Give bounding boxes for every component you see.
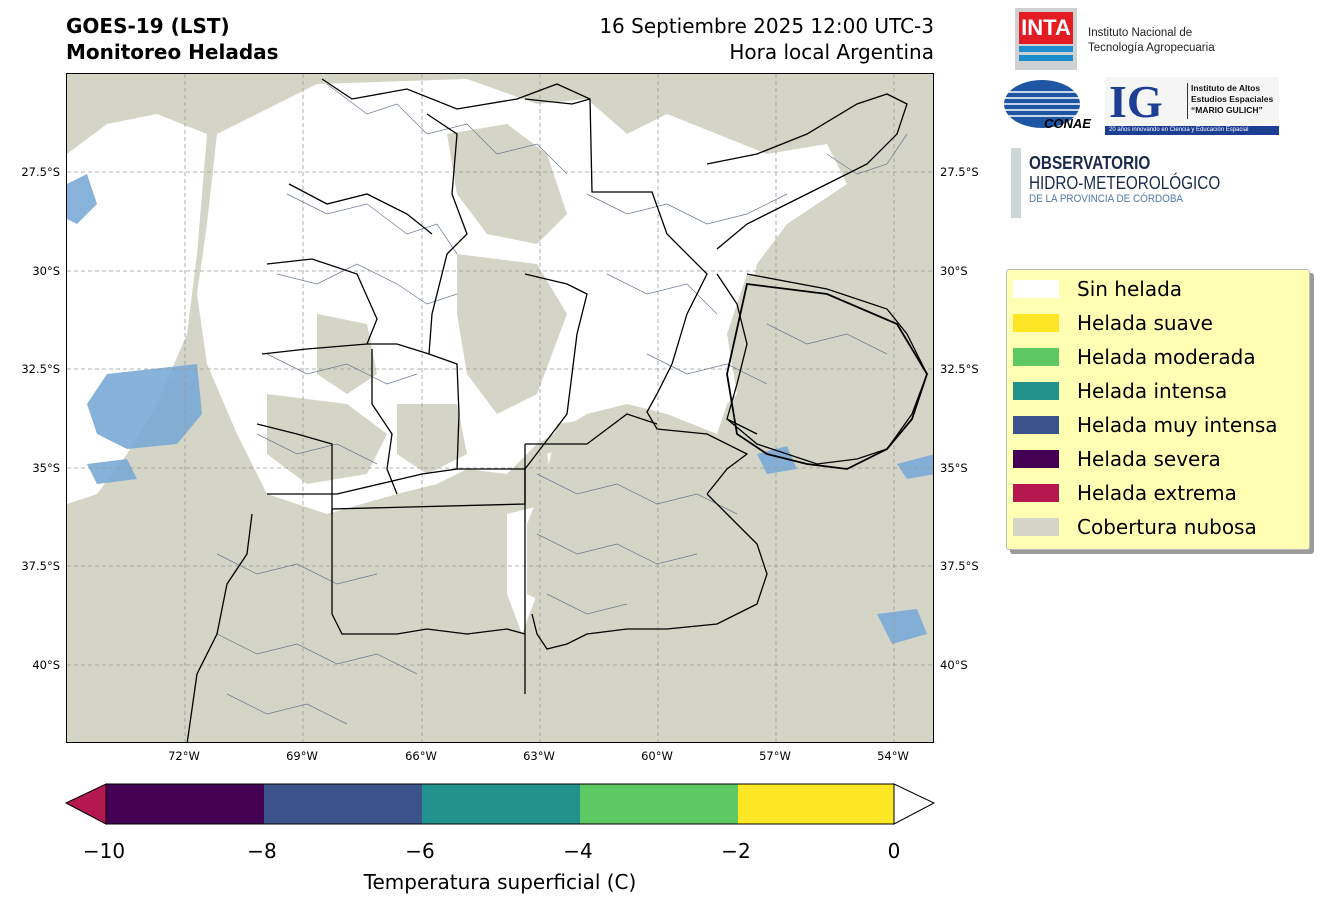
colorbar-tick-6: 0 [887, 839, 901, 863]
legend-swatch [1013, 518, 1059, 536]
obs-line2: HIDRO-METEOROLÓGICO [1029, 173, 1221, 193]
legend-swatch [1013, 382, 1059, 400]
date-line: 16 Septiembre 2025 12:00 UTC-3 [599, 14, 934, 38]
legend-item-extrema: Helada extrema [1013, 478, 1237, 508]
colorbar-tick-3: −6 [405, 839, 435, 863]
legend-swatch [1013, 484, 1059, 502]
time-note: Hora local Argentina [729, 40, 934, 64]
inta-name-line1: Instituto Nacional de [1088, 27, 1193, 39]
cloud-patches [267, 124, 933, 614]
lon-label-5: 60°W [641, 749, 673, 763]
legend-swatch [1013, 314, 1059, 332]
colorbar-seg-suave [738, 784, 894, 824]
lon-label-2: 69°W [286, 749, 318, 763]
legend-label: Sin helada [1077, 277, 1183, 301]
department-boundaries [216, 83, 908, 725]
lat-label-left-3: 32.5°S [21, 362, 60, 376]
conae-globe-icon [1004, 80, 1080, 128]
legend-label: Cobertura nubosa [1077, 515, 1257, 539]
inta-name-line2: Tecnología Agropecuaria [1088, 42, 1215, 54]
conae-text: CONAE [1044, 116, 1091, 131]
colorbar [64, 783, 936, 825]
legend-label: Helada extrema [1077, 481, 1237, 505]
lat-label-right-3: 32.5°S [940, 362, 979, 376]
lat-label-right-1: 27.5°S [940, 165, 979, 179]
obs-logo-bar [1011, 148, 1021, 218]
colorbar-over-arrow [893, 783, 936, 825]
title-product: Monitoreo Heladas [66, 40, 279, 64]
obs-line3: DE LA PROVINCIA DE CÓRDOBA [1029, 193, 1184, 205]
lat-label-left-5: 37.5°S [21, 559, 60, 573]
lat-label-right-5: 37.5°S [940, 559, 979, 573]
colorbar-tick-1: −10 [82, 839, 126, 863]
colorbar-tick-2: −8 [247, 839, 277, 863]
lat-label-left-4: 35°S [32, 461, 60, 475]
legend-item-sin-helada: Sin helada [1013, 274, 1182, 304]
inta-name: Instituto Nacional de Tecnología Agropec… [1088, 26, 1215, 56]
legend-swatch [1013, 280, 1059, 298]
legend-item-intensa: Helada intensa [1013, 376, 1227, 406]
ig-logo-text: Instituto de Altos Estudios Espaciales “… [1191, 83, 1273, 116]
colorbar-tick-4: −4 [563, 839, 593, 863]
legend-swatch [1013, 450, 1059, 468]
lat-label-left-2: 30°S [32, 264, 60, 278]
colorbar-seg-muy-intensa [264, 784, 422, 824]
ig-logo: IG Instituto de Altos Estudios Espaciale… [1105, 77, 1279, 135]
inta-logo: INTA [1015, 8, 1077, 70]
graticule [67, 74, 933, 742]
lon-label-3: 66°W [405, 749, 437, 763]
colorbar-seg-moderada [580, 784, 738, 824]
province-boundaries [186, 78, 928, 742]
observatorio-logo: OBSERVATORIO HIDRO-METEOROLÓGICO DE LA P… [1029, 153, 1254, 206]
legend-label: Helada intensa [1077, 379, 1228, 403]
legend-swatch [1013, 348, 1059, 366]
legend-label: Helada muy intensa [1077, 413, 1278, 437]
lat-label-left-1: 27.5°S [21, 165, 60, 179]
legend: Sin helada Helada suave Helada moderada … [1006, 269, 1310, 550]
uruguay-border [726, 283, 928, 470]
legend-item-severa: Helada severa [1013, 444, 1221, 474]
legend-swatch [1013, 416, 1059, 434]
colorbar-tick-5: −2 [721, 839, 751, 863]
map-panel[interactable] [66, 73, 934, 743]
colorbar-label: Temperatura superficial (C) [363, 870, 637, 894]
map-datetime: 16 Septiembre 2025 12:00 UTC-3 Hora loca… [520, 13, 934, 65]
lat-label-right-4: 35°S [940, 461, 968, 475]
ig-footer: 20 años innovando en Ciencia y Educación… [1105, 126, 1279, 135]
colorbar-seg-severa [106, 784, 264, 824]
ig-line3: “MARIO GULICH” [1191, 105, 1263, 115]
lon-label-4: 63°W [523, 749, 555, 763]
legend-item-suave: Helada suave [1013, 308, 1213, 338]
ig-line2: Estudios Espaciales [1191, 94, 1274, 104]
map-title: GOES-19 (LST) Monitoreo Heladas [66, 13, 279, 65]
ig-line1: Instituto de Altos [1191, 83, 1261, 93]
legend-label: Helada severa [1077, 447, 1221, 471]
inta-logo-text: INTA [1019, 12, 1073, 44]
frost-areas [67, 174, 933, 644]
lon-label-6: 57°W [759, 749, 791, 763]
legend-label: Helada moderada [1077, 345, 1256, 369]
lat-label-left-6: 40°S [32, 658, 60, 672]
title-satellite: GOES-19 (LST) [66, 14, 230, 38]
obs-line1: OBSERVATORIO [1029, 153, 1151, 173]
lon-label-7: 54°W [877, 749, 909, 763]
colorbar-under-arrow [64, 783, 107, 825]
legend-item-muy-intensa: Helada muy intensa [1013, 410, 1278, 440]
legend-item-nubosa: Cobertura nubosa [1013, 512, 1257, 542]
legend-item-moderada: Helada moderada [1013, 342, 1256, 372]
colorbar-seg-intensa [422, 784, 580, 824]
conae-logo: CONAE [1004, 78, 1091, 134]
lat-label-right-6: 40°S [940, 658, 968, 672]
ig-logo-mark: IG [1109, 76, 1163, 127]
lat-label-right-2: 30°S [940, 264, 968, 278]
map-svg [67, 74, 933, 742]
legend-label: Helada suave [1077, 311, 1213, 335]
lon-label-1: 72°W [168, 749, 200, 763]
